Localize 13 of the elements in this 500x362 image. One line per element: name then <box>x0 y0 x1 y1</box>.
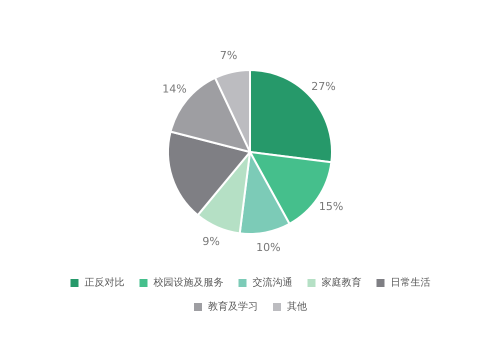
legend-label: 教育及学习 <box>208 300 258 313</box>
data-label: 27% <box>311 80 336 94</box>
legend-label: 正反对比 <box>84 276 124 289</box>
legend-label: 日常生活 <box>390 276 430 289</box>
data-label: 7% <box>220 49 238 62</box>
data-label: 15% <box>318 200 344 213</box>
legend-label: 家庭教育 <box>322 276 362 289</box>
legend-label: 校园设施及服务 <box>152 276 224 289</box>
data-label: 9% <box>202 234 220 248</box>
legend-label: 其他 <box>287 300 307 313</box>
data-label: 10% <box>256 241 281 254</box>
data-label: 14% <box>162 82 187 96</box>
legend-label: 交流沟通 <box>252 276 292 289</box>
